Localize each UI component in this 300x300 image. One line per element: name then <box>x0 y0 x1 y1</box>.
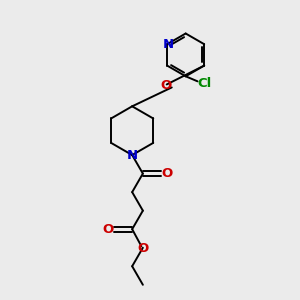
Text: O: O <box>138 242 149 255</box>
Text: N: N <box>127 148 138 162</box>
Text: O: O <box>102 223 113 236</box>
Text: Cl: Cl <box>197 77 211 90</box>
Text: N: N <box>163 38 174 51</box>
Text: O: O <box>160 80 171 92</box>
Text: O: O <box>161 167 172 180</box>
